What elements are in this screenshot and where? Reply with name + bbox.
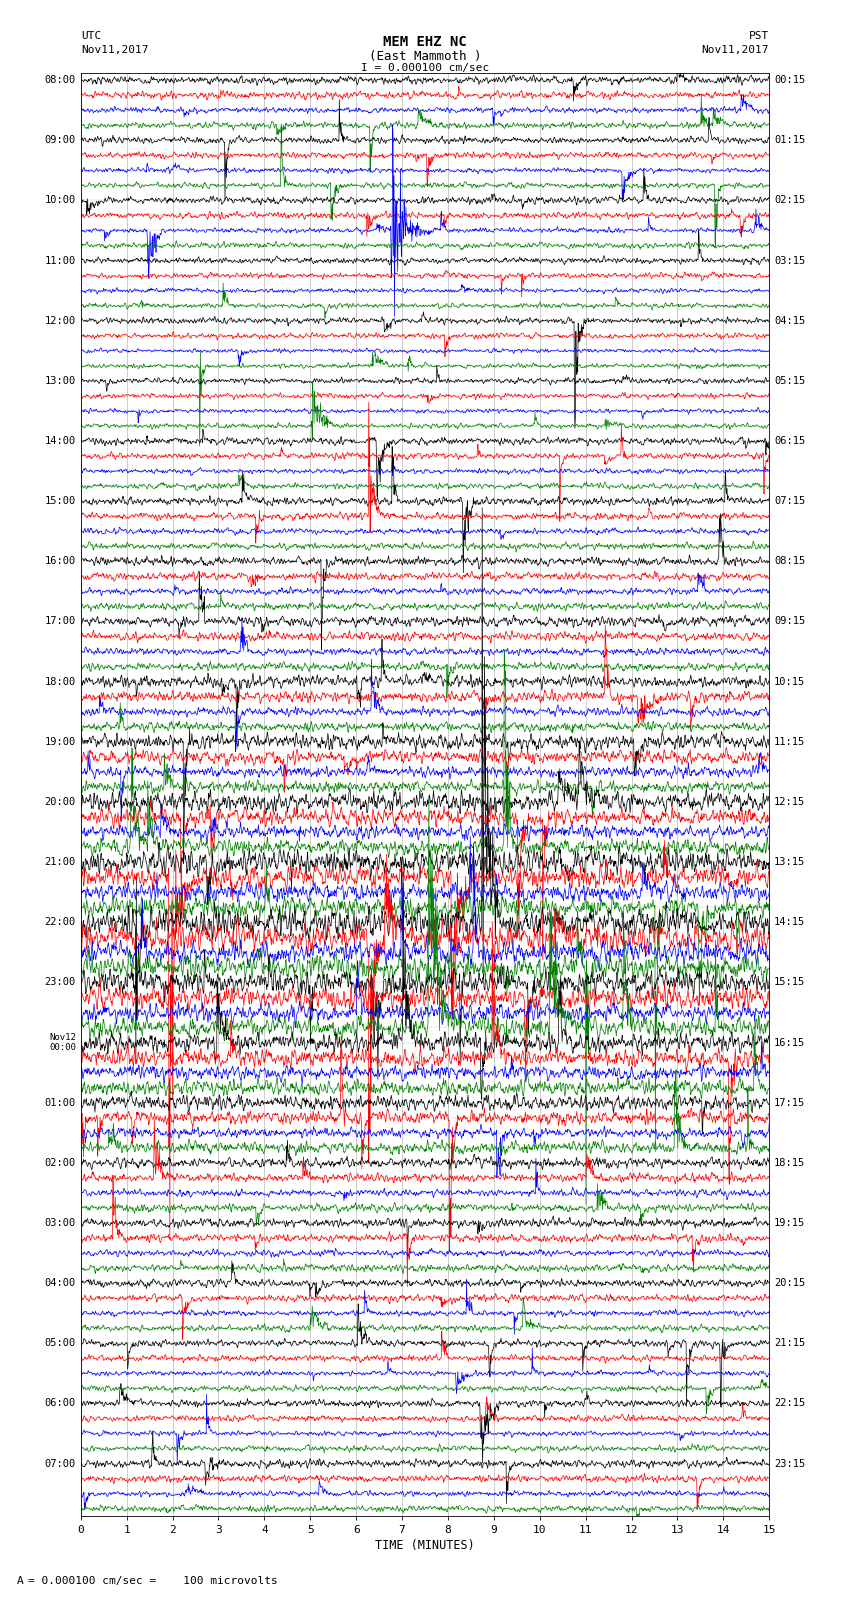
Text: 05:15: 05:15 [774, 376, 805, 386]
Text: 15:00: 15:00 [45, 497, 76, 506]
Text: 16:15: 16:15 [774, 1037, 805, 1047]
Text: 22:15: 22:15 [774, 1398, 805, 1408]
Text: I = 0.000100 cm/sec: I = 0.000100 cm/sec [361, 63, 489, 73]
Text: 13:15: 13:15 [774, 857, 805, 868]
Text: 07:00: 07:00 [45, 1458, 76, 1468]
Text: 06:15: 06:15 [774, 436, 805, 447]
Text: 04:00: 04:00 [45, 1277, 76, 1289]
Text: 07:15: 07:15 [774, 497, 805, 506]
Text: 15:15: 15:15 [774, 977, 805, 987]
Text: 10:15: 10:15 [774, 676, 805, 687]
Text: 20:00: 20:00 [45, 797, 76, 806]
Text: 08:15: 08:15 [774, 556, 805, 566]
Text: 22:00: 22:00 [45, 918, 76, 927]
Text: PST: PST [749, 31, 769, 40]
Text: 23:15: 23:15 [774, 1458, 805, 1468]
Text: (East Mammoth ): (East Mammoth ) [369, 50, 481, 63]
Text: 00:15: 00:15 [774, 76, 805, 85]
Text: 03:00: 03:00 [45, 1218, 76, 1227]
X-axis label: TIME (MINUTES): TIME (MINUTES) [375, 1539, 475, 1552]
Text: 19:00: 19:00 [45, 737, 76, 747]
Text: 21:15: 21:15 [774, 1339, 805, 1348]
Text: A: A [17, 1576, 24, 1586]
Text: 01:00: 01:00 [45, 1098, 76, 1108]
Text: Nov11,2017: Nov11,2017 [81, 45, 148, 55]
Text: 17:15: 17:15 [774, 1098, 805, 1108]
Text: 23:00: 23:00 [45, 977, 76, 987]
Text: 18:15: 18:15 [774, 1158, 805, 1168]
Text: 16:00: 16:00 [45, 556, 76, 566]
Text: = 0.000100 cm/sec =    100 microvolts: = 0.000100 cm/sec = 100 microvolts [28, 1576, 278, 1586]
Text: 05:00: 05:00 [45, 1339, 76, 1348]
Text: 03:15: 03:15 [774, 255, 805, 266]
Text: 09:15: 09:15 [774, 616, 805, 626]
Text: 17:00: 17:00 [45, 616, 76, 626]
Text: 12:15: 12:15 [774, 797, 805, 806]
Text: 14:00: 14:00 [45, 436, 76, 447]
Text: 11:15: 11:15 [774, 737, 805, 747]
Text: 04:15: 04:15 [774, 316, 805, 326]
Text: 12:00: 12:00 [45, 316, 76, 326]
Text: 06:00: 06:00 [45, 1398, 76, 1408]
Text: 01:15: 01:15 [774, 135, 805, 145]
Text: MEM EHZ NC: MEM EHZ NC [383, 35, 467, 50]
Text: 21:00: 21:00 [45, 857, 76, 868]
Text: Nov11,2017: Nov11,2017 [702, 45, 769, 55]
Text: 13:00: 13:00 [45, 376, 76, 386]
Text: 09:00: 09:00 [45, 135, 76, 145]
Text: UTC: UTC [81, 31, 101, 40]
Text: 02:00: 02:00 [45, 1158, 76, 1168]
Text: 19:15: 19:15 [774, 1218, 805, 1227]
Text: 02:15: 02:15 [774, 195, 805, 205]
Text: 11:00: 11:00 [45, 255, 76, 266]
Text: 18:00: 18:00 [45, 676, 76, 687]
Text: 20:15: 20:15 [774, 1277, 805, 1289]
Text: Nov12
00:00: Nov12 00:00 [49, 1034, 76, 1052]
Text: 08:00: 08:00 [45, 76, 76, 85]
Text: 14:15: 14:15 [774, 918, 805, 927]
Text: 10:00: 10:00 [45, 195, 76, 205]
